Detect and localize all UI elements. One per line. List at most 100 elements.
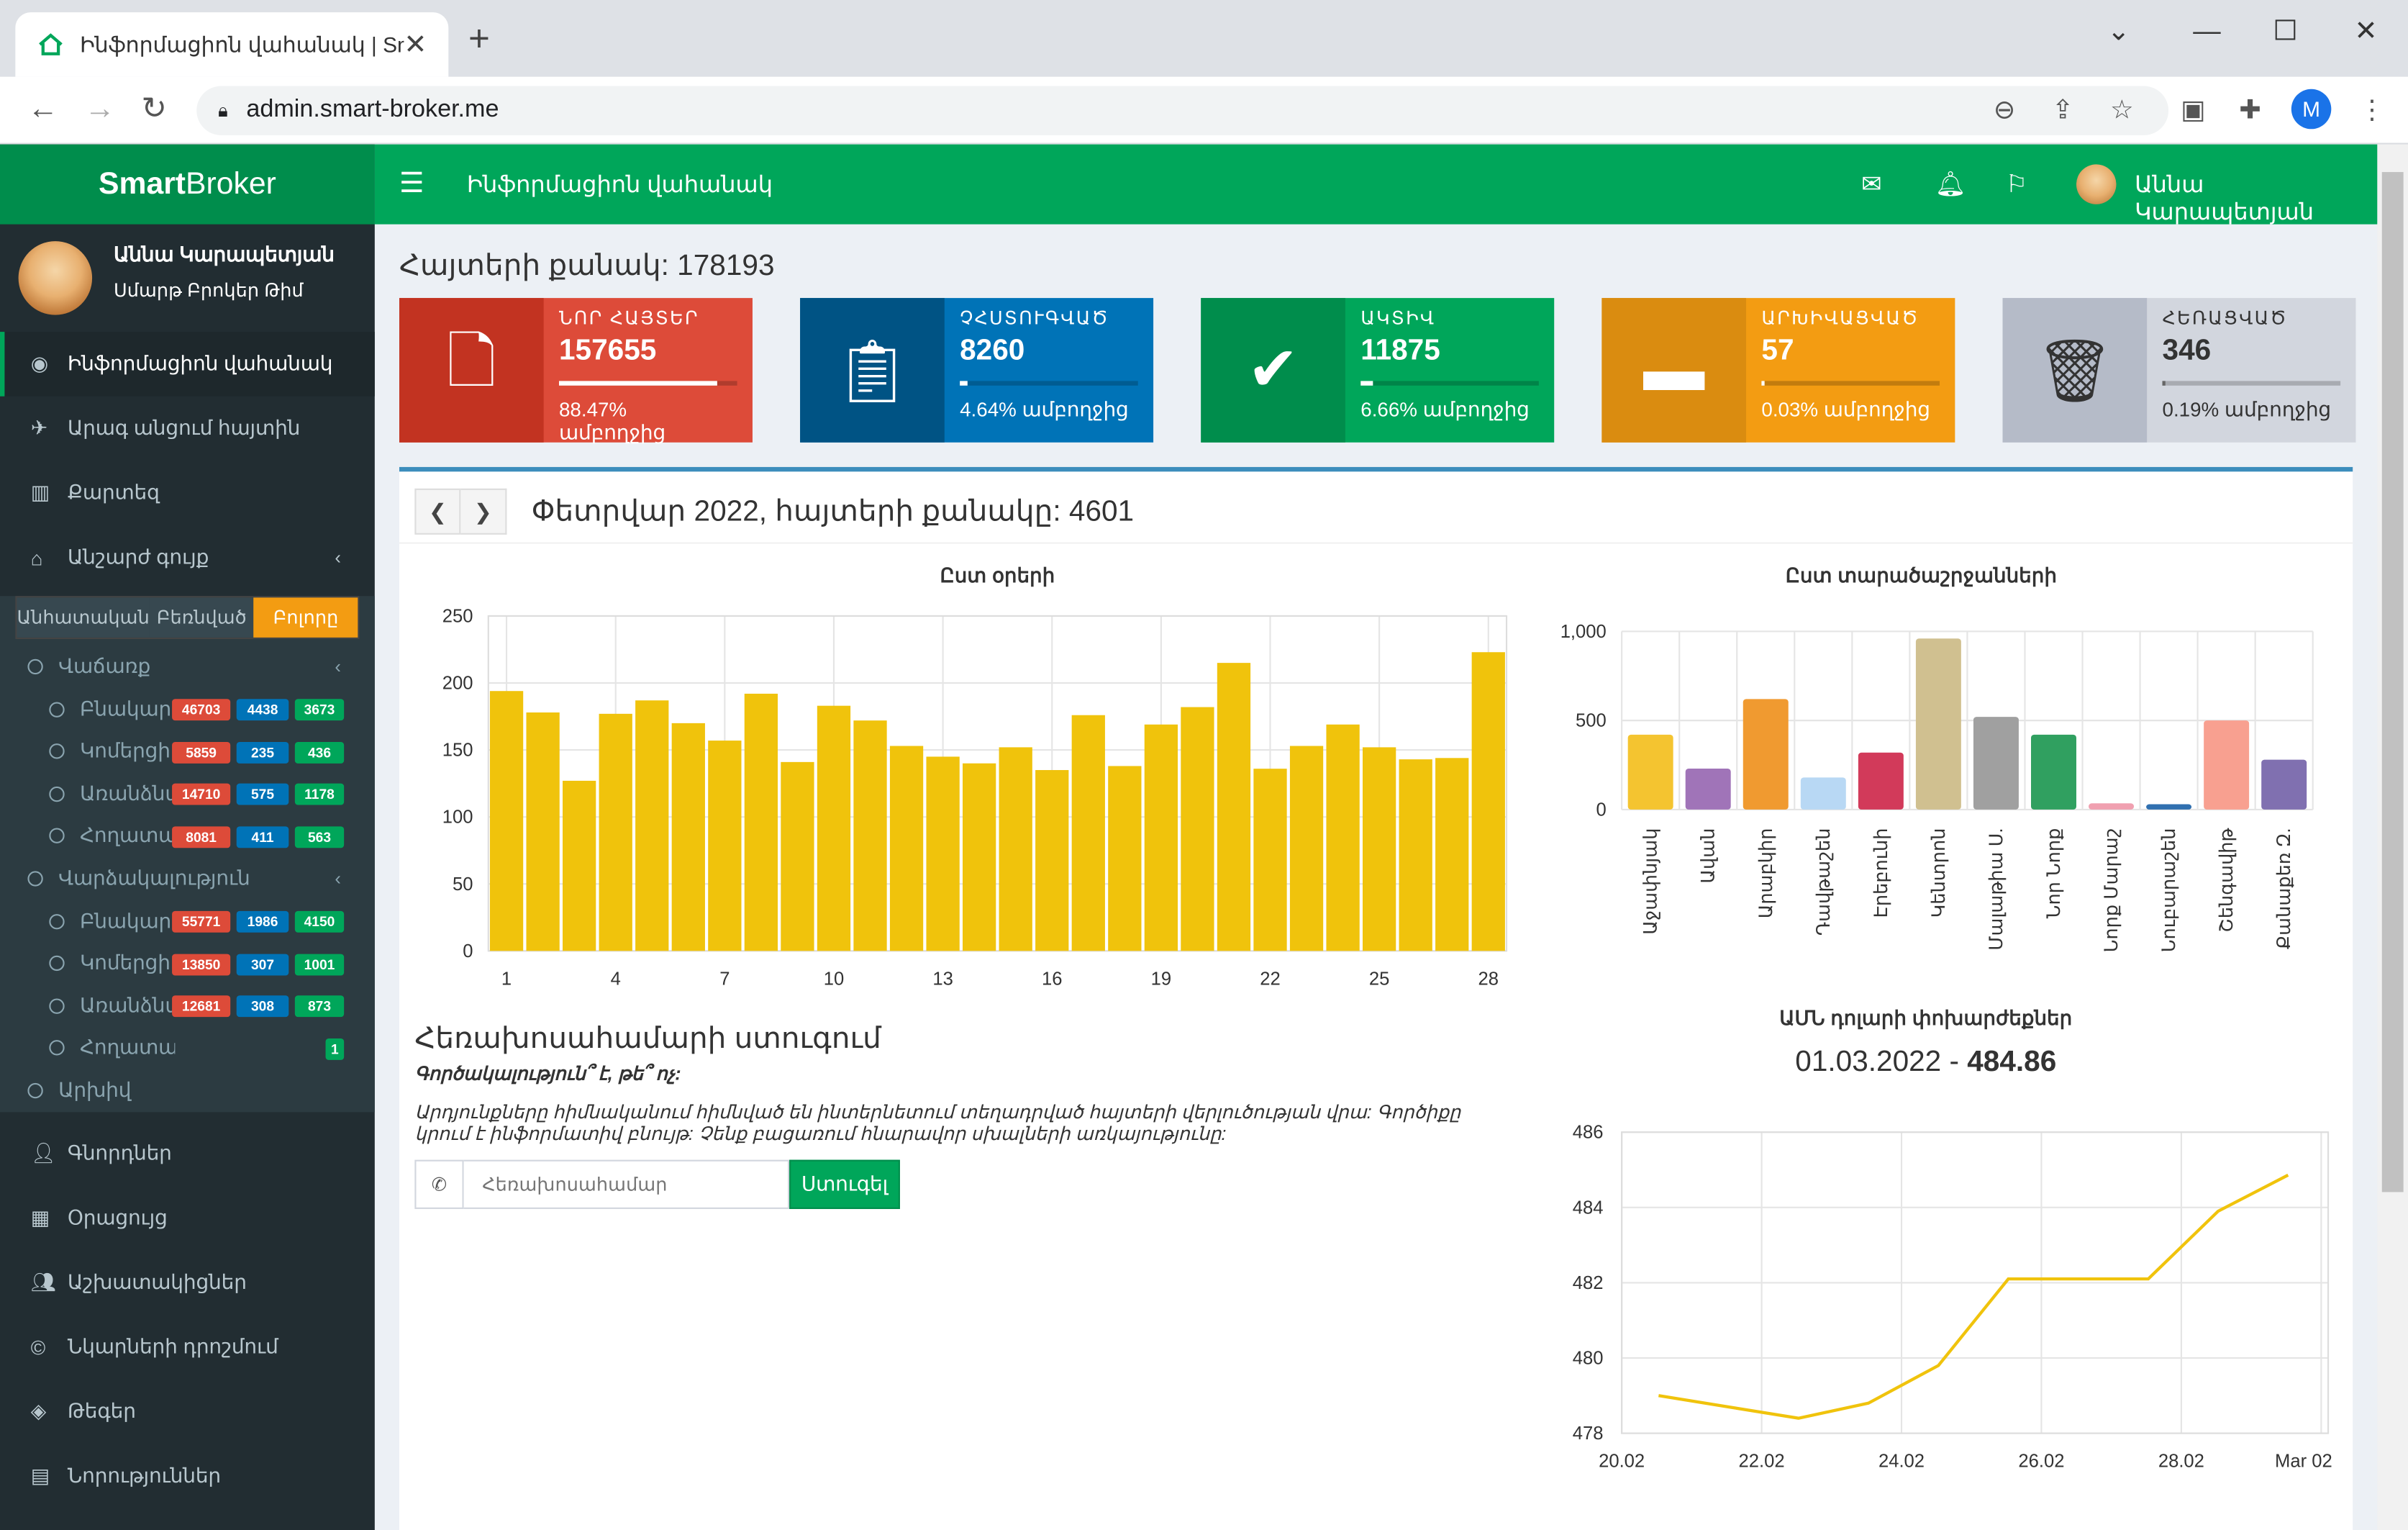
bar [526,712,560,951]
reload-icon[interactable]: ↻ [141,92,168,127]
sidebar-subitem[interactable]: Բնակարան5577119864150 [0,900,375,943]
sidebar-subitem[interactable]: Առանձնատուն12681308873 [0,984,375,1027]
envelope-icon[interactable]: ✉ [1861,172,1882,199]
count-badge-blue: 575 [236,783,289,805]
sidebar-item-news[interactable]: ▤ Նորություններ [0,1444,375,1509]
sidebar-item-watermark[interactable]: © Նկարների դրոշմում [0,1315,375,1380]
x-tick-label: Քանաքեռ Զ. [2274,828,2294,950]
sidebar-item-archive[interactable]: Արխիվ [0,1069,375,1113]
info-box[interactable]: ✔ ԱԿՏԻՎ 11875 6.66% ամբողջից [1201,298,1555,443]
x-tick-label: 28.02 [2158,1452,2204,1472]
sidebar-item-label: Քարտեզ [67,481,160,504]
hamburger-icon[interactable]: ☰ [399,167,424,199]
sidebar-item-employees[interactable]: 👥︎ Աշխատակիցներ [0,1251,375,1316]
info-box-number: 157655 [558,335,657,368]
info-box-number: 57 [1761,335,1794,368]
info-box[interactable]: 🗋︎ ՆՈՐ ՀԱՅՏԵՐ 157655 88.47% ամբողջից [399,298,753,444]
sidebar-subitem-label: Առանձնատուն [79,993,175,1017]
browser-tabstrip: Ինֆորմացիոն վահանակ | Sma ✕ + ⌄ — ☐ ✕ [0,0,2408,77]
flag-icon[interactable]: ⚐ [2005,172,2028,199]
phone-input[interactable] [463,1159,790,1209]
profile-avatar[interactable]: M [2291,89,2332,130]
sidebar-item-calendar[interactable]: ▦ Օրացույց [0,1186,375,1251]
bookmark-star-icon[interactable]: ☆ [2109,95,2134,125]
sidebar-item-real-estate[interactable]: ⌂ Անշարժ գույք ‹ [0,525,375,590]
sidebar-subitem[interactable]: Հողատարածք 1 [0,1027,375,1069]
forward-icon[interactable]: → [84,92,116,127]
info-box-description: 0.03% ամբողջից [1761,397,1930,421]
tab-search-icon[interactable]: ⌄ [2107,15,2130,47]
navbar-username[interactable]: Աննա Կարապետյան [2135,172,2314,226]
plot-area [487,615,1508,952]
sidebar-item-label: Արխիվ [58,1078,132,1102]
x-tick-label: Շենգավիթ [2217,827,2237,932]
y-tick-label: 482 [1573,1273,1604,1293]
daily-bar-chart: Ըստ օրերի 0 50 100 150 200 250 1 4 7 10 13 16 19 22 25 2… [442,564,1508,989]
address-bar[interactable]: 🔒︎ admin.smart-broker.me [196,86,2169,135]
y-tick-label: 150 [442,741,473,761]
sidebar-item-buyers[interactable]: 👤︎ Գնորդներ [0,1121,375,1186]
close-tab-icon[interactable]: ✕ [404,28,427,60]
zoom-icon[interactable]: ⊖ [1993,95,2016,125]
progress-track [2162,381,2341,386]
bar [1253,769,1287,951]
sidebar-item-sale[interactable]: Վաճառք ‹ [0,646,375,689]
close-window-icon[interactable]: ✕ [2354,15,2378,47]
map-icon: ▥ [30,481,50,504]
copyright-icon: © [30,1336,46,1359]
navbar-avatar[interactable] [2076,164,2117,204]
x-tick-label: 28 [1478,969,1499,989]
bar [1108,766,1142,951]
filter-all-button[interactable]: Բոլորը [253,597,358,638]
menu-dots-icon[interactable]: ⋮ [2358,95,2386,125]
minimize-icon[interactable]: — [2193,15,2221,47]
next-month-button[interactable]: ❯ [460,488,507,535]
sidebar-subitem[interactable]: Կոմերցիոն138503071001 [0,943,375,985]
y-tick-label: 484 [1573,1198,1604,1218]
info-box[interactable]: 🗑︎ ՀԵՌԱՑՎԱԾ 346 0.19% ամբողջից [2002,298,2356,443]
sidebar-subitem[interactable]: Բնակարան4670344383673 [0,688,375,730]
filter-loaded-button[interactable]: Բեռնված [149,597,254,638]
region-bar-chart: Ըստ տարածաշրջանների 0 500 1,000 Աջափնյակ Ավան… [1560,564,2314,951]
check-button[interactable]: Ստուգել [789,1159,900,1209]
bell-icon[interactable]: 🔔︎ [1935,172,1966,199]
count-badge-red: 13850 [172,953,231,975]
phone-check-subtitle: Գործակալություն՞ է, թե՞ ոչ: [414,1063,681,1085]
puzzle-icon[interactable]: ✚ [2239,95,2261,125]
back-icon[interactable]: ← [27,92,59,127]
sidebar-subitem[interactable]: Առանձնատուն147105751178 [0,773,375,815]
user-role: Սմարթ Բրոկեր Թիմ [113,279,304,302]
logo[interactable]: Smart Broker [0,144,375,225]
extension-icon[interactable]: ▣ [2181,95,2206,125]
sidebar-subitem[interactable]: Հողատարածք8081411563 [0,815,375,857]
info-box-number: 11875 [1360,335,1440,368]
sidebar-item-tags[interactable]: ◈ Թեգեր [0,1380,375,1444]
x-tick-label: 13 [932,969,953,989]
sidebar-item-rent[interactable]: Վարձակալություն ‹ [0,857,375,900]
progress-track [1761,381,1940,386]
sidebar-item-label: Ինֆորմացիոն վահանակ [67,351,333,375]
calendar-icon: ▦ [30,1205,50,1229]
info-box[interactable]: ▬ ԱՐԽԻՎԱՑՎԱԾ 57 0.03% ամբողջից [1601,298,1955,443]
sidebar-item-label: Աշխատակիցներ [67,1270,247,1294]
info-box[interactable]: 📋︎ ՉՀՍՏՈՒԳՎԱԾ 8260 4.64% ամբողջից [800,298,1154,443]
y-tick-label: 0 [463,941,473,961]
browser-tab[interactable]: Ինֆորմացիոն վահանակ | Sma ✕ [15,12,449,77]
sidebar: Smart Broker Աննա Կարապետյան Սմարթ Բրոկեր… [0,144,375,1530]
sidebar-item-dashboard[interactable]: ◉ Ինֆորմացիոն վահանակ [0,332,375,397]
new-tab-icon[interactable]: + [468,18,490,60]
count-badge-green: 436 [294,741,345,763]
real-estate-submenu: Անհատական Բեռնված Բոլորը Վաճառք ‹ Բնակարա… [0,596,375,1113]
sidebar-item-quick-go[interactable]: ✈︎ Արագ անցում հայտին [0,397,375,461]
sidebar-subitem[interactable]: Կոմերցիոն5859235436 [0,730,375,773]
share-icon[interactable]: ⇪ [2051,95,2074,125]
logo-part1: Smart [99,166,186,201]
bar [2089,803,2135,810]
maximize-icon[interactable]: ☐ [2273,15,2298,47]
url-text: admin.smart-broker.me [246,96,499,123]
x-tick-label: Նոր Նորք [2044,828,2064,919]
prev-month-button[interactable]: ❮ [414,488,461,535]
filter-individual-button[interactable]: Անհատական [17,597,150,638]
scrollbar-thumb[interactable] [2381,172,2404,1192]
sidebar-item-map[interactable]: ▥ Քարտեզ [0,461,375,525]
